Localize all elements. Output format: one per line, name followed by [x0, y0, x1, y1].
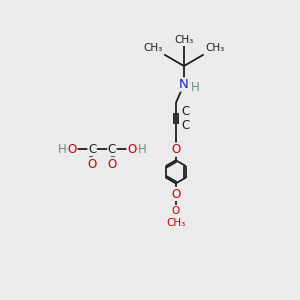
- Text: H: H: [58, 143, 66, 156]
- Text: H: H: [138, 143, 146, 156]
- Text: C: C: [108, 143, 116, 156]
- Text: O: O: [68, 143, 77, 156]
- Text: C: C: [182, 119, 190, 132]
- Text: C: C: [88, 143, 96, 156]
- Text: O: O: [171, 188, 181, 200]
- Text: O
CH₃: O CH₃: [166, 206, 185, 228]
- Text: CH₃: CH₃: [144, 43, 163, 53]
- Text: C: C: [182, 105, 190, 118]
- Text: O: O: [88, 158, 97, 171]
- Text: O: O: [127, 143, 136, 156]
- Text: H: H: [191, 81, 200, 94]
- Text: O: O: [107, 158, 116, 171]
- Text: CH₃: CH₃: [174, 35, 194, 45]
- Text: N: N: [179, 78, 189, 91]
- Text: CH₃: CH₃: [205, 43, 224, 53]
- Text: O: O: [171, 143, 181, 156]
